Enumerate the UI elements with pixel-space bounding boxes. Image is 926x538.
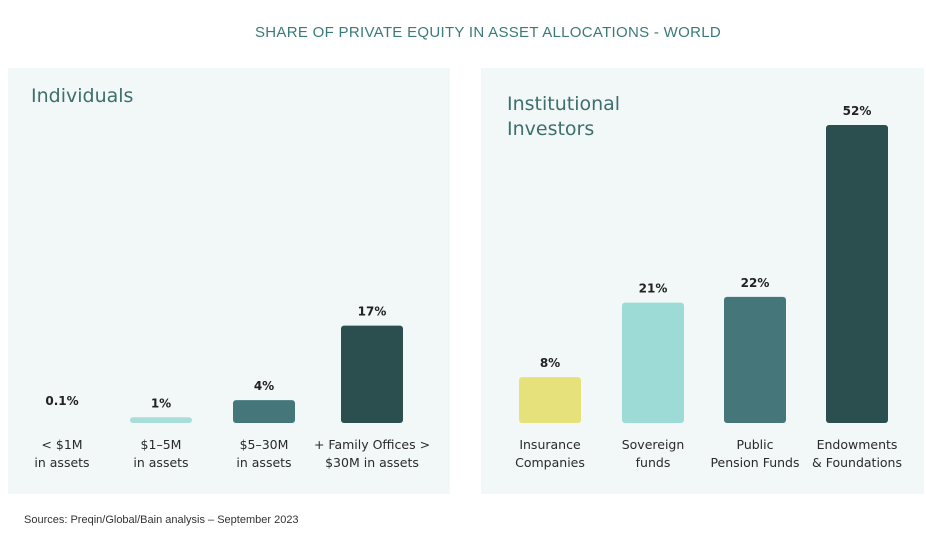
bar [724, 296, 786, 423]
chart-title: SHARE OF PRIVATE EQUITY IN ASSET ALLOCAT… [255, 24, 721, 41]
data-label: 52% [843, 104, 872, 118]
chart-panel-individuals: Individuals 0.1% < $1M in assets 1% $1–5M in … [8, 68, 450, 494]
bar [826, 125, 888, 423]
data-label: 17% [358, 305, 387, 319]
category-label: in assets [133, 455, 188, 470]
category-label: $30M in assets [325, 455, 419, 470]
category-label: + Family Offices > [314, 437, 430, 452]
category-label: $5–30M [240, 437, 289, 452]
bar [341, 325, 403, 423]
bar-chart-institutional: 8% Insurance Companies 21% Sovereign funds 22%… [515, 104, 902, 470]
category-label: funds [636, 455, 671, 470]
category-label: & Foundations [812, 455, 902, 470]
category-label: Companies [515, 455, 585, 470]
category-label: Pension Funds [710, 455, 799, 470]
category-label: Insurance [519, 437, 581, 452]
category-label: Sovereign [622, 437, 685, 452]
bar [519, 377, 581, 423]
chart-panel-institutional: Institutional Investors 8% Insurance Compa… [481, 68, 924, 494]
panel-title: Individuals [31, 85, 134, 107]
source-note: Sources: Preqin/Global/Bain analysis – S… [24, 514, 299, 526]
bar [233, 400, 295, 423]
bar-chart-individuals: 0.1% < $1M in assets 1% $1–5M in assets 4% $5–3… [34, 305, 430, 470]
category-label: $1–5M [141, 437, 182, 452]
data-label: 21% [639, 282, 668, 296]
data-label: 1% [151, 396, 171, 410]
panel-title: Institutional Investors [507, 93, 621, 140]
data-label: 4% [254, 379, 274, 393]
category-label: in assets [34, 455, 89, 470]
category-label: < $1M [41, 437, 82, 452]
category-label: Endowments [817, 437, 898, 452]
data-label: 22% [741, 276, 770, 290]
category-label: in assets [236, 455, 291, 470]
data-label: 0.1% [45, 394, 78, 408]
category-label: Public [737, 437, 774, 452]
bar [622, 302, 684, 423]
bar [130, 417, 192, 423]
data-label: 8% [540, 356, 560, 370]
